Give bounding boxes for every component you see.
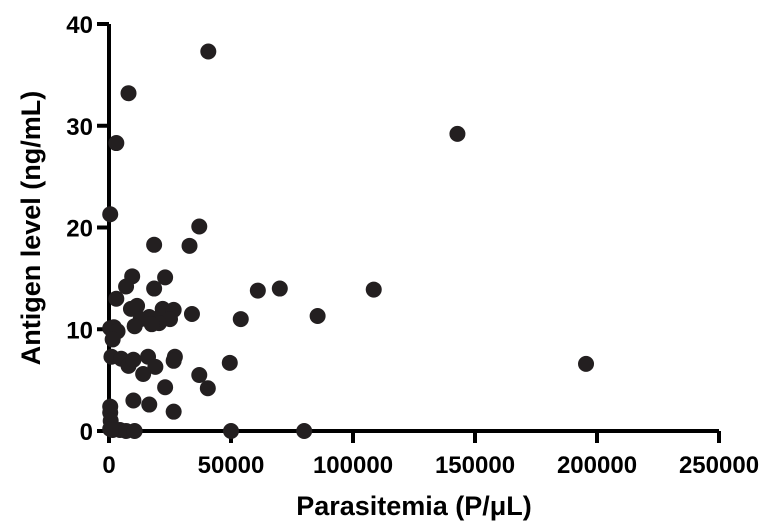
- data-point: [108, 290, 125, 307]
- data-point: [165, 352, 182, 369]
- data-point: [146, 280, 163, 297]
- x-tick-label: 100000: [313, 452, 393, 479]
- data-point: [125, 392, 142, 409]
- data-point: [118, 278, 135, 295]
- data-point: [102, 206, 119, 223]
- x-tick-label: 250000: [679, 452, 759, 479]
- data-point: [181, 237, 198, 254]
- data-point: [249, 282, 266, 299]
- data-point: [126, 318, 143, 335]
- data-point: [135, 366, 152, 383]
- data-point: [199, 380, 216, 397]
- data-point: [232, 311, 249, 328]
- data-point: [200, 43, 217, 60]
- x-ticks: 0 50000 100000 150000 200000 250000: [102, 431, 759, 479]
- data-point: [165, 403, 182, 420]
- y-tick-label: 10: [66, 317, 93, 344]
- y-ticks: 0 10 20 30 40: [66, 12, 109, 446]
- data-point: [183, 305, 200, 322]
- x-tick-label: 50000: [198, 452, 265, 479]
- data-point: [157, 379, 174, 396]
- data-point: [146, 236, 163, 253]
- y-axis-title: Antigen level (ng/mL): [16, 91, 46, 366]
- data-point: [449, 125, 466, 142]
- data-point: [271, 280, 288, 297]
- data-point: [104, 331, 121, 348]
- x-tick-label: 150000: [435, 452, 515, 479]
- data-point: [108, 135, 125, 152]
- x-axis-title: Parasitemia (P/μL): [296, 491, 532, 521]
- data-point: [143, 316, 160, 333]
- data-point: [126, 423, 143, 439]
- y-tick-label: 20: [66, 216, 93, 243]
- x-tick-label: 200000: [557, 452, 637, 479]
- data-point: [578, 355, 595, 372]
- x-tick-label: 0: [102, 452, 115, 479]
- data-point: [191, 218, 208, 235]
- data-point: [120, 85, 137, 102]
- data-points: [102, 43, 595, 439]
- data-point: [309, 308, 326, 325]
- data-point: [125, 351, 142, 368]
- y-tick-label: 0: [80, 419, 93, 446]
- data-point: [129, 297, 146, 314]
- data-point: [157, 269, 174, 286]
- data-point: [221, 354, 238, 371]
- data-point: [365, 281, 382, 298]
- data-point: [296, 423, 313, 439]
- data-point: [147, 358, 164, 375]
- y-tick-label: 40: [66, 12, 93, 39]
- data-point: [141, 396, 158, 413]
- data-point: [191, 367, 208, 384]
- y-tick-label: 30: [66, 114, 93, 141]
- data-point: [223, 423, 239, 439]
